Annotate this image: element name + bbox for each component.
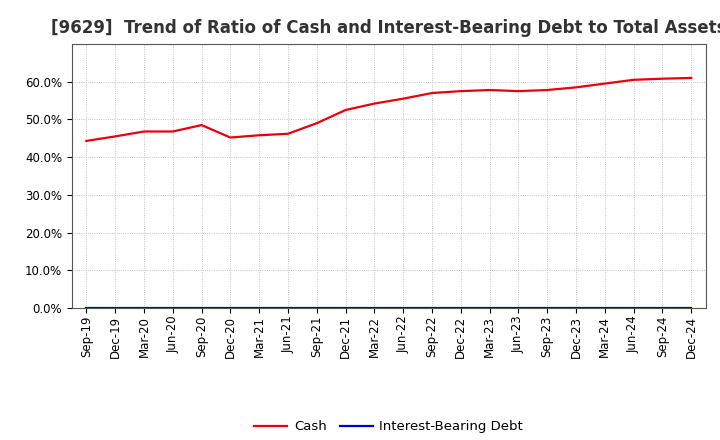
Interest-Bearing Debt bbox=[687, 305, 696, 311]
Interest-Bearing Debt bbox=[600, 305, 609, 311]
Interest-Bearing Debt bbox=[399, 305, 408, 311]
Interest-Bearing Debt bbox=[428, 305, 436, 311]
Cash bbox=[111, 134, 120, 139]
Cash bbox=[428, 90, 436, 95]
Interest-Bearing Debt bbox=[255, 305, 264, 311]
Cash bbox=[399, 96, 408, 101]
Cash bbox=[629, 77, 638, 82]
Cash bbox=[168, 129, 177, 134]
Cash bbox=[370, 101, 379, 106]
Cash bbox=[197, 122, 206, 128]
Cash bbox=[485, 88, 494, 93]
Interest-Bearing Debt bbox=[629, 305, 638, 311]
Legend: Cash, Interest-Bearing Debt: Cash, Interest-Bearing Debt bbox=[249, 415, 528, 439]
Cash bbox=[514, 88, 523, 94]
Cash bbox=[543, 88, 552, 93]
Cash bbox=[572, 85, 580, 90]
Cash bbox=[341, 107, 350, 113]
Cash bbox=[82, 138, 91, 143]
Interest-Bearing Debt bbox=[111, 305, 120, 311]
Cash bbox=[140, 129, 148, 134]
Cash bbox=[658, 76, 667, 81]
Cash bbox=[456, 88, 465, 94]
Interest-Bearing Debt bbox=[82, 305, 91, 311]
Cash bbox=[312, 121, 321, 126]
Interest-Bearing Debt bbox=[284, 305, 292, 311]
Interest-Bearing Debt bbox=[197, 305, 206, 311]
Interest-Bearing Debt bbox=[514, 305, 523, 311]
Interest-Bearing Debt bbox=[370, 305, 379, 311]
Title: [9629]  Trend of Ratio of Cash and Interest-Bearing Debt to Total Assets: [9629] Trend of Ratio of Cash and Intere… bbox=[51, 19, 720, 37]
Cash bbox=[284, 131, 292, 136]
Cash bbox=[600, 81, 609, 86]
Interest-Bearing Debt bbox=[543, 305, 552, 311]
Cash bbox=[687, 75, 696, 81]
Line: Cash: Cash bbox=[86, 78, 691, 141]
Cash bbox=[226, 135, 235, 140]
Interest-Bearing Debt bbox=[168, 305, 177, 311]
Interest-Bearing Debt bbox=[485, 305, 494, 311]
Interest-Bearing Debt bbox=[341, 305, 350, 311]
Interest-Bearing Debt bbox=[140, 305, 148, 311]
Interest-Bearing Debt bbox=[456, 305, 465, 311]
Interest-Bearing Debt bbox=[572, 305, 580, 311]
Interest-Bearing Debt bbox=[312, 305, 321, 311]
Interest-Bearing Debt bbox=[226, 305, 235, 311]
Interest-Bearing Debt bbox=[658, 305, 667, 311]
Cash bbox=[255, 132, 264, 138]
